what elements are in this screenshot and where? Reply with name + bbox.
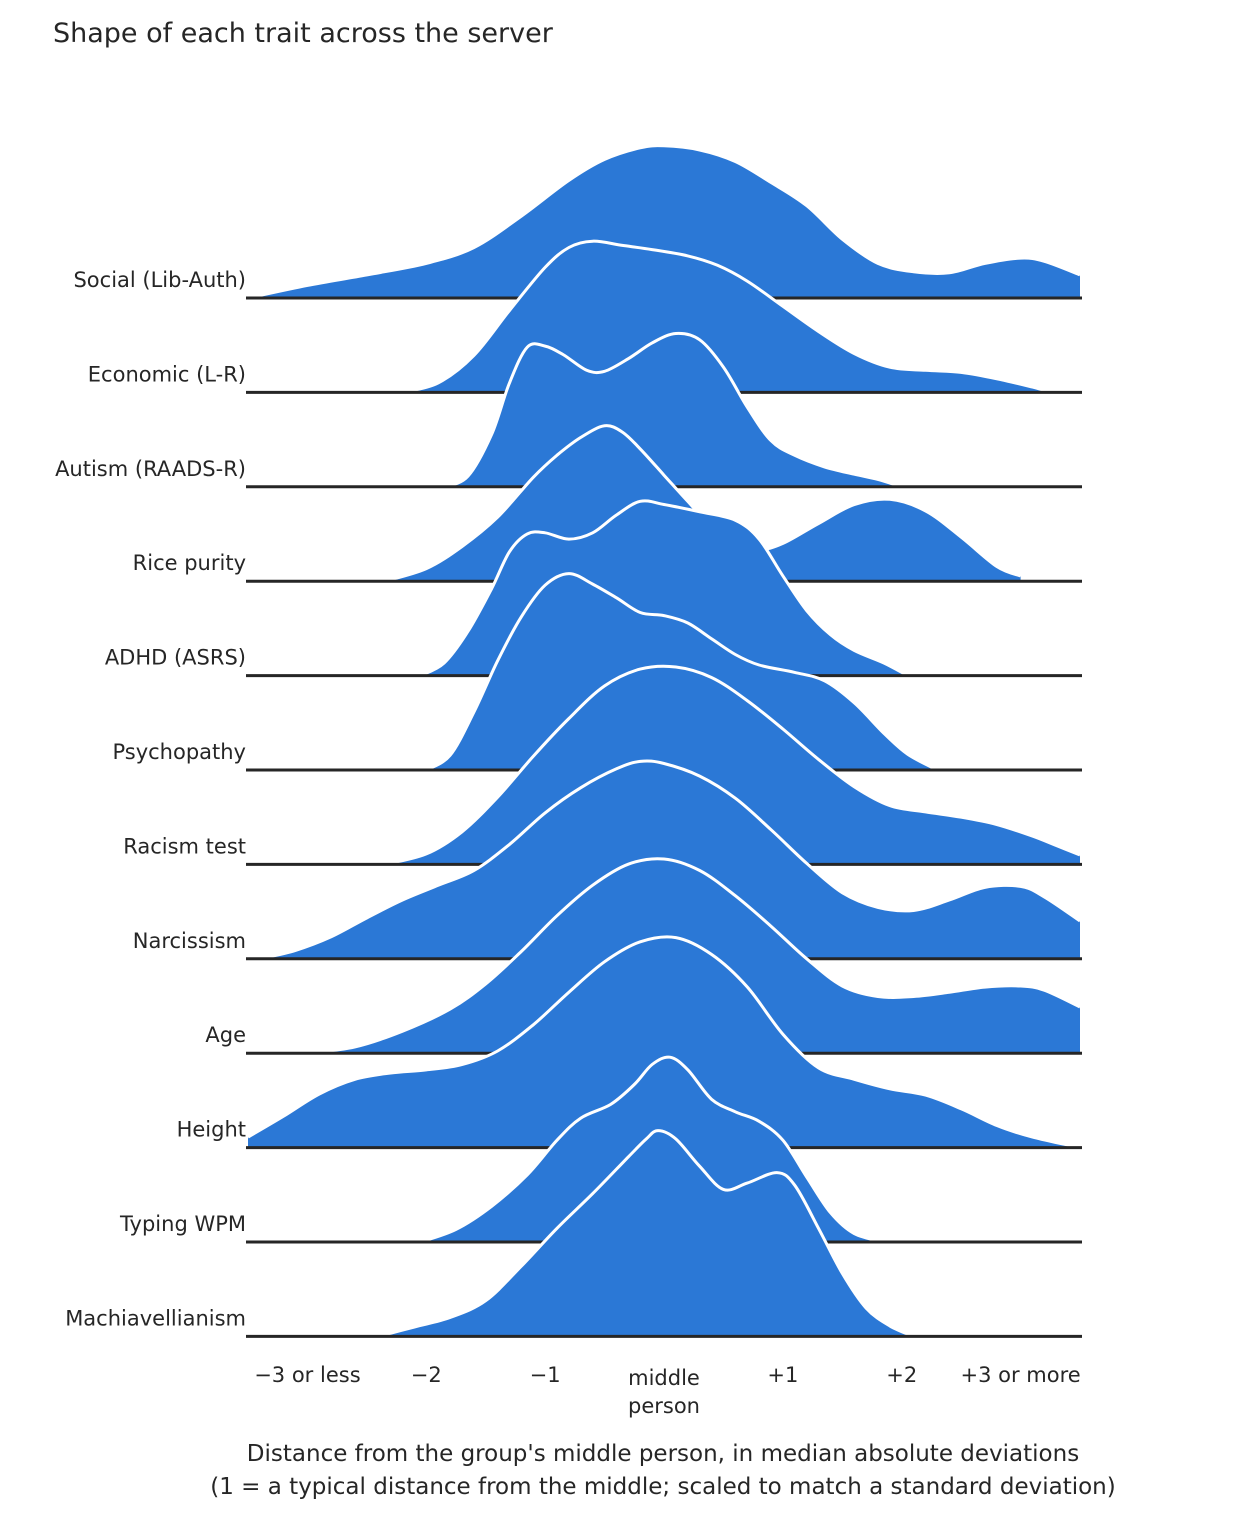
- y-axis-label: Height: [177, 1118, 246, 1142]
- y-axis-label: Rice purity: [133, 551, 246, 575]
- ridge-fill: [444, 333, 902, 487]
- x-tick-label: −2: [411, 1363, 442, 1387]
- x-axis-ticks: −3 or less −2 −1 middle person +1 +2 +3 or more: [254, 1363, 1080, 1418]
- ridge-outline: [419, 1055, 885, 1244]
- ridge-machiavellianism: [246, 1129, 1082, 1338]
- y-axis-label: Typing WPM: [119, 1212, 246, 1236]
- ridges: [246, 144, 1082, 1338]
- ridge-outline: [384, 424, 1022, 583]
- y-axis-label: Psychopathy: [112, 740, 246, 764]
- ridge-fill: [378, 1130, 914, 1337]
- chart-title: Shape of each trait across the server: [53, 18, 554, 49]
- ridge-autism-raads-r: [246, 331, 1082, 489]
- y-axis-label: Narcissism: [133, 929, 246, 953]
- ridge-outline: [443, 331, 903, 489]
- x-tick-label: +1: [767, 1363, 798, 1387]
- y-axis-label: Economic (L-R): [88, 362, 246, 386]
- ridge-outline: [402, 239, 1051, 394]
- ridge-outline: [419, 499, 909, 677]
- ridge-outline: [384, 664, 1081, 866]
- y-axis-labels: Social (Lib-Auth) Economic (L-R) Autism (R…: [55, 268, 246, 1330]
- ridge-outline: [259, 759, 1081, 961]
- x-axis-label: Distance from the group's middle person,…: [210, 1441, 1115, 1500]
- y-axis-label: Age: [205, 1023, 246, 1047]
- ridge-fill: [248, 145, 1080, 298]
- ridge-outline: [425, 572, 939, 772]
- y-axis-label: Social (Lib-Auth): [73, 268, 246, 292]
- x-tick-label: +3 or more: [960, 1363, 1080, 1387]
- y-axis-label: ADHD (ASRS): [105, 646, 246, 670]
- ridge-outline: [378, 1129, 915, 1338]
- ridge-fill: [248, 936, 1080, 1148]
- x-tick-label: +2: [886, 1363, 917, 1387]
- ridge-outline: [307, 857, 1081, 1055]
- ridge-outline: [247, 144, 1081, 300]
- y-axis-label: Racism test: [123, 834, 246, 858]
- y-axis-label: Machiavellianism: [65, 1306, 246, 1330]
- x-tick-label: −1: [530, 1363, 561, 1387]
- ridge-outline: [247, 935, 1081, 1150]
- x-tick-label: −3 or less: [254, 1363, 360, 1387]
- y-axis-label: Autism (RAADS-R): [55, 457, 246, 481]
- x-tick-label: middle person: [628, 1366, 700, 1418]
